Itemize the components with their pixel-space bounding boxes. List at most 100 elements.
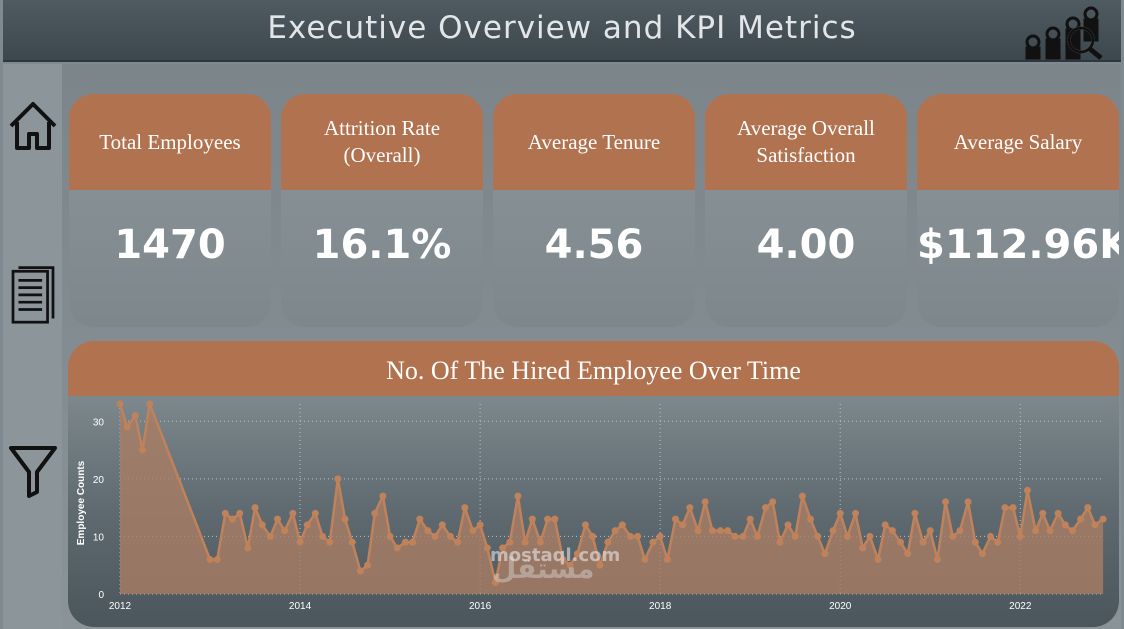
y-tick-label: 0 <box>98 590 104 601</box>
data-point <box>686 504 694 512</box>
kpi-card-average-salary: Average Salary $112.96K <box>917 94 1119 327</box>
data-point <box>956 527 964 535</box>
data-point <box>807 515 815 523</box>
data-point <box>949 532 957 540</box>
data-point <box>987 532 995 540</box>
filter-icon[interactable] <box>7 440 59 500</box>
data-point <box>1023 486 1031 494</box>
data-point <box>461 504 469 512</box>
data-point <box>829 527 837 535</box>
data-point <box>634 532 642 540</box>
data-point <box>1068 527 1076 535</box>
data-point <box>424 527 432 535</box>
data-point <box>319 532 327 540</box>
sidebar <box>3 64 62 629</box>
kpi-label: Average Salary <box>917 94 1119 190</box>
data-point <box>671 515 679 523</box>
data-point <box>649 538 657 546</box>
data-point <box>559 555 567 563</box>
data-point <box>483 544 491 552</box>
data-point <box>326 538 334 546</box>
data-point <box>1032 527 1040 535</box>
data-point <box>843 532 851 540</box>
data-point <box>536 538 544 546</box>
x-tick-label: 2022 <box>1009 601 1032 612</box>
kpi-value: $112.96K <box>917 222 1119 268</box>
data-point <box>814 532 822 540</box>
hires-area-chart[interactable]: 0 10 20 30 2012 2014 2016 2018 2020 2022 Employee … <box>68 396 1119 627</box>
kpi-label: Average Tenure <box>493 94 695 190</box>
data-point <box>904 550 912 558</box>
data-point <box>701 498 709 506</box>
kpi-value: 16.1% <box>312 222 452 268</box>
data-point <box>596 561 604 569</box>
data-point <box>821 550 829 558</box>
data-point <box>746 515 754 523</box>
home-icon[interactable] <box>7 96 59 156</box>
data-point <box>994 538 1002 546</box>
data-point <box>236 509 244 517</box>
data-point <box>123 423 131 431</box>
data-point <box>933 555 941 563</box>
data-point <box>544 515 552 523</box>
data-point <box>551 515 559 523</box>
watermark-arabic: مستقل <box>492 552 595 585</box>
data-point <box>393 544 401 552</box>
series-area <box>120 404 1104 594</box>
chart-title: No. Of The Hired Employee Over Time <box>68 341 1119 396</box>
watermark-latin: mostaql.com <box>490 545 621 566</box>
data-point <box>528 515 536 523</box>
data-point <box>679 521 687 529</box>
header-bar: Executive Overview and KPI Metrics <box>3 0 1121 62</box>
data-point <box>926 527 934 535</box>
data-point <box>364 561 372 569</box>
data-point <box>769 498 777 506</box>
y-tick-label: 30 <box>93 417 105 428</box>
y-axis-label: Employee Counts <box>76 460 87 545</box>
data-point <box>942 498 950 506</box>
data-point <box>281 527 289 535</box>
data-point <box>881 521 889 529</box>
data-point <box>438 521 446 529</box>
analytics-people-logo-icon <box>1025 6 1103 60</box>
data-point <box>656 532 664 540</box>
data-point <box>356 567 364 575</box>
data-point <box>116 400 124 408</box>
data-point <box>1077 515 1085 523</box>
kpi-value: 4.56 <box>544 222 644 268</box>
data-point <box>251 504 259 512</box>
data-point <box>753 532 761 540</box>
data-point <box>618 521 626 529</box>
data-point <box>1099 515 1107 523</box>
data-point <box>798 492 806 500</box>
data-point <box>244 544 252 552</box>
data-point <box>409 538 417 546</box>
y-tick-label: 20 <box>93 475 105 486</box>
data-point <box>1091 521 1099 529</box>
data-point <box>1016 532 1024 540</box>
data-point <box>221 509 229 517</box>
data-point <box>379 492 387 500</box>
data-point <box>431 532 439 540</box>
kpi-card-average-tenure: Average Tenure 4.56 <box>493 94 695 327</box>
data-point <box>499 544 507 552</box>
kpi-card-total-employees: Total Employees 1470 <box>69 94 271 327</box>
data-point <box>1009 504 1017 512</box>
data-point <box>859 544 867 552</box>
data-point <box>694 527 702 535</box>
data-point <box>874 555 882 563</box>
kpi-label: Total Employees <box>69 94 271 190</box>
data-point <box>604 538 612 546</box>
data-point <box>1039 509 1047 517</box>
document-icon[interactable] <box>7 264 59 324</box>
data-point <box>761 504 769 512</box>
x-tick-label: 2012 <box>109 601 132 612</box>
kpi-card-average-satisfaction: Average Overall Satisfaction 4.00 <box>705 94 907 327</box>
data-point <box>371 509 379 517</box>
data-point <box>146 400 154 408</box>
data-point <box>274 515 282 523</box>
data-point <box>1084 504 1092 512</box>
data-point <box>978 550 986 558</box>
kpi-card-attrition-rate: Attrition Rate (Overall) 16.1% <box>281 94 483 327</box>
